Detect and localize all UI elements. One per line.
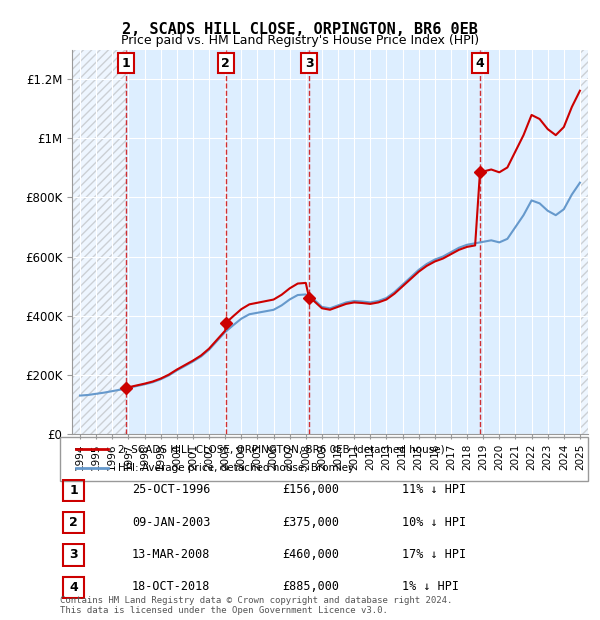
Bar: [63, 577, 85, 598]
Text: 1: 1: [69, 484, 78, 497]
Bar: [63, 544, 85, 565]
Text: £885,000: £885,000: [282, 580, 339, 593]
Bar: [63, 512, 85, 533]
Text: Contains HM Land Registry data © Crown copyright and database right 2024.
This d: Contains HM Land Registry data © Crown c…: [60, 596, 452, 615]
Text: 2, SCADS HILL CLOSE, ORPINGTON, BR6 0EB: 2, SCADS HILL CLOSE, ORPINGTON, BR6 0EB: [122, 22, 478, 37]
Bar: [63, 480, 85, 501]
Text: 3: 3: [69, 549, 78, 561]
Text: 13-MAR-2008: 13-MAR-2008: [132, 548, 211, 560]
Text: £460,000: £460,000: [282, 548, 339, 560]
Text: 10% ↓ HPI: 10% ↓ HPI: [402, 516, 466, 528]
Text: 3: 3: [305, 56, 313, 69]
Bar: [72, 50, 125, 434]
Text: 2, SCADS HILL CLOSE, ORPINGTON, BR6 0EB (detached house): 2, SCADS HILL CLOSE, ORPINGTON, BR6 0EB …: [118, 445, 445, 454]
Text: Price paid vs. HM Land Registry's House Price Index (HPI): Price paid vs. HM Land Registry's House …: [121, 34, 479, 47]
Text: 25-OCT-1996: 25-OCT-1996: [132, 484, 211, 496]
Text: 09-JAN-2003: 09-JAN-2003: [132, 516, 211, 528]
Text: 4: 4: [69, 581, 78, 593]
Text: 2: 2: [69, 516, 78, 529]
Text: 11% ↓ HPI: 11% ↓ HPI: [402, 484, 466, 496]
Text: HPI: Average price, detached house, Bromley: HPI: Average price, detached house, Brom…: [118, 463, 354, 473]
Text: 1: 1: [121, 56, 130, 69]
Text: 4: 4: [476, 56, 484, 69]
Text: £375,000: £375,000: [282, 516, 339, 528]
Text: 2: 2: [221, 56, 230, 69]
Text: 1% ↓ HPI: 1% ↓ HPI: [402, 580, 459, 593]
Text: £156,000: £156,000: [282, 484, 339, 496]
Text: 18-OCT-2018: 18-OCT-2018: [132, 580, 211, 593]
Bar: [580, 50, 588, 434]
Text: 17% ↓ HPI: 17% ↓ HPI: [402, 548, 466, 560]
